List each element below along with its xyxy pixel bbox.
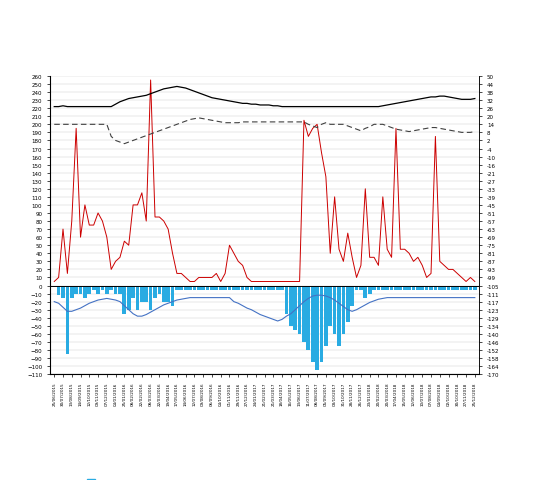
Bar [302,286,306,342]
Bar [337,286,341,346]
Bar [403,286,407,290]
Bar [127,286,131,310]
Bar [193,286,196,290]
Bar [442,286,446,290]
Bar [83,286,87,298]
Bar [162,286,166,302]
Bar [157,286,161,294]
Bar [276,286,280,290]
Bar [271,286,275,290]
Bar [389,286,393,290]
Bar [359,286,363,290]
Bar [65,286,69,354]
Bar [114,286,117,294]
Bar [254,286,258,290]
Bar [372,286,376,290]
Bar [333,286,336,334]
Bar [74,286,78,294]
Bar [438,286,442,290]
Bar [434,286,437,290]
Bar [455,286,459,290]
Bar [61,286,65,298]
Bar [460,286,464,290]
Bar [219,286,223,290]
Bar [70,286,74,298]
Bar [297,286,301,334]
Bar [429,286,433,290]
Bar [386,286,389,290]
Bar [197,286,201,290]
Bar [398,286,402,290]
Bar [175,286,179,290]
Bar [118,286,122,294]
Bar [377,286,380,290]
Bar [355,286,358,290]
Bar [166,286,170,302]
Bar [469,286,473,290]
Bar [153,286,157,298]
Bar [368,286,372,294]
Bar [324,286,328,346]
Bar [237,286,240,290]
Bar [464,286,468,290]
Bar [280,286,284,290]
Bar [267,286,271,290]
Bar [315,286,319,371]
Bar [92,286,95,290]
Bar [145,286,148,302]
Bar [101,286,104,290]
Bar [105,286,109,294]
Bar [57,286,60,296]
Bar [407,286,411,290]
Bar [329,286,332,326]
Bar [184,286,188,290]
Bar [363,286,367,298]
Bar [245,286,249,290]
Bar [420,286,424,290]
Bar [258,286,262,290]
Bar [223,286,227,290]
Bar [381,286,384,290]
Bar [425,286,428,290]
Bar [447,286,450,290]
Bar [306,286,310,350]
Bar [179,286,183,290]
Bar [140,286,143,302]
Bar [149,286,152,310]
Bar [96,286,100,294]
Bar [350,286,354,306]
Bar [188,286,192,290]
Bar [206,286,209,290]
Bar [285,286,288,314]
Legend: Rainfall (mm), Malaria Incidence(x1,000 person-week), River height(m), Minimum t: Rainfall (mm), Malaria Incidence(x1,000 … [85,478,410,480]
Bar [214,286,218,290]
Bar [79,286,83,294]
Bar [412,286,416,290]
Bar [311,286,315,362]
Bar [473,286,476,290]
Bar [232,286,236,290]
Bar [451,286,455,290]
Bar [293,286,297,330]
Bar [416,286,420,290]
Bar [346,286,350,322]
Bar [263,286,266,290]
Bar [320,286,324,362]
Bar [289,286,293,326]
Bar [210,286,214,290]
Bar [136,286,140,310]
Bar [241,286,244,290]
Bar [88,286,91,294]
Bar [341,286,345,334]
Bar [171,286,175,306]
Bar [228,286,232,290]
Bar [201,286,205,290]
Bar [394,286,398,290]
Bar [131,286,135,298]
Bar [122,286,126,314]
Bar [109,286,113,290]
Bar [249,286,253,290]
